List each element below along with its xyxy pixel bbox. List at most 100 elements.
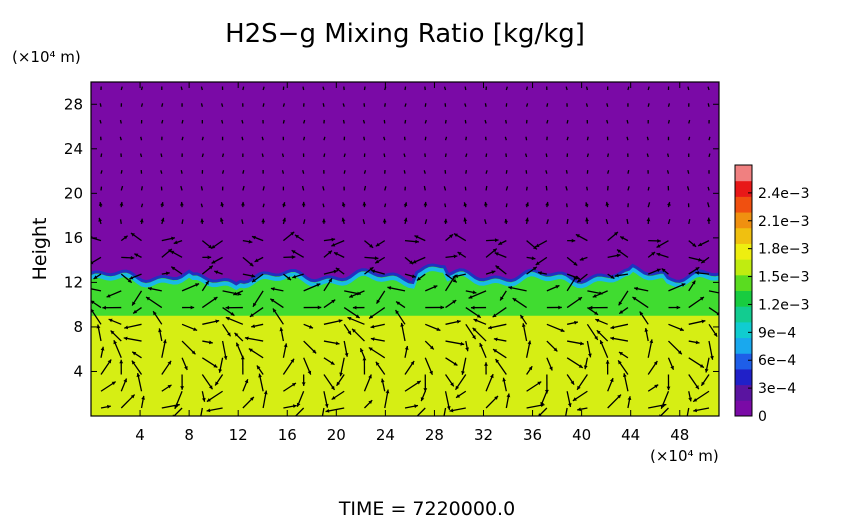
velocity-vector-head bbox=[171, 236, 175, 241]
velocity-vector-head bbox=[415, 239, 419, 244]
velocity-vector-head bbox=[213, 363, 218, 368]
velocity-vector-head bbox=[106, 293, 111, 298]
velocity-vector-head bbox=[341, 217, 346, 222]
velocity-vector bbox=[708, 136, 711, 141]
velocity-vector-head bbox=[453, 233, 458, 238]
velocity-vector bbox=[545, 185, 548, 191]
velocity-vector bbox=[525, 186, 528, 191]
velocity-vector-head bbox=[215, 381, 219, 386]
velocity-vector bbox=[100, 153, 103, 158]
velocity-vector-head bbox=[225, 305, 230, 310]
velocity-vector-head bbox=[476, 314, 481, 318]
velocity-vector-head bbox=[335, 267, 340, 272]
velocity-vector bbox=[605, 219, 609, 225]
velocity-vector bbox=[120, 86, 123, 91]
velocity-vector-head bbox=[695, 267, 700, 271]
velocity-vector-head bbox=[347, 330, 352, 335]
velocity-vector bbox=[586, 153, 589, 158]
velocity-vector-head bbox=[472, 290, 477, 295]
velocity-vector-head bbox=[443, 218, 448, 223]
velocity-vector-head bbox=[699, 364, 704, 368]
velocity-vector-head bbox=[290, 231, 295, 236]
velocity-vector bbox=[505, 186, 509, 191]
velocity-vector-head bbox=[208, 244, 213, 249]
velocity-vector-head bbox=[205, 280, 209, 285]
velocity-vector-head bbox=[291, 417, 295, 421]
velocity-vector-head bbox=[535, 261, 540, 265]
velocity-vector bbox=[566, 119, 569, 124]
velocity-vector-head bbox=[208, 385, 213, 390]
velocity-vector bbox=[119, 119, 122, 124]
velocity-vector-head bbox=[160, 217, 165, 222]
velocity-vector-head bbox=[595, 318, 600, 323]
velocity-vector bbox=[647, 86, 650, 91]
velocity-vector-head bbox=[449, 234, 454, 239]
velocity-vector bbox=[140, 136, 143, 141]
velocity-vector-head bbox=[146, 297, 151, 301]
velocity-vector bbox=[180, 170, 183, 174]
colorbar-segment bbox=[735, 243, 752, 260]
velocity-vector bbox=[200, 103, 203, 107]
colorbar-segment bbox=[735, 274, 752, 291]
velocity-vector-head bbox=[545, 389, 549, 394]
velocity-vector bbox=[363, 136, 366, 141]
velocity-vector-head bbox=[368, 347, 373, 352]
velocity-vector-head bbox=[656, 268, 661, 273]
velocity-vector-head bbox=[656, 244, 661, 248]
velocity-vector bbox=[363, 86, 366, 91]
velocity-vector-head bbox=[453, 361, 458, 366]
velocity-vector-head bbox=[457, 252, 462, 256]
velocity-vector bbox=[667, 218, 671, 225]
velocity-vector bbox=[161, 103, 164, 107]
x-tick-label: 8 bbox=[184, 426, 194, 444]
colorbar-frame bbox=[734, 164, 753, 417]
velocity-vector-head bbox=[605, 360, 610, 364]
velocity-vector-head bbox=[692, 243, 697, 247]
velocity-vector-head bbox=[290, 358, 295, 363]
velocity-vector-head bbox=[404, 346, 409, 350]
velocity-vector-head bbox=[493, 337, 498, 342]
velocity-vector-head bbox=[423, 201, 428, 206]
velocity-vector-head bbox=[549, 366, 553, 371]
velocity-vector-head bbox=[270, 298, 275, 303]
velocity-vector-head bbox=[580, 341, 584, 346]
velocity-vector bbox=[139, 153, 143, 158]
velocity-vector-head bbox=[312, 349, 317, 354]
velocity-vector bbox=[607, 153, 610, 158]
velocity-vector-head bbox=[494, 252, 499, 256]
colorbar-segment bbox=[735, 259, 752, 276]
velocity-vector-head bbox=[119, 359, 124, 364]
velocity-vector bbox=[301, 185, 305, 191]
velocity-vector-head bbox=[588, 305, 593, 310]
velocity-vector bbox=[241, 119, 244, 124]
velocity-vector bbox=[505, 203, 508, 208]
velocity-vector-head bbox=[491, 270, 496, 274]
velocity-vector bbox=[708, 153, 711, 158]
velocity-vector-head bbox=[654, 384, 659, 389]
velocity-vector-head bbox=[291, 250, 296, 254]
velocity-vector bbox=[384, 203, 387, 208]
velocity-vector-head bbox=[494, 238, 499, 243]
velocity-vector-head bbox=[294, 234, 299, 239]
velocity-vector-head bbox=[236, 342, 240, 347]
velocity-vector-head bbox=[670, 365, 674, 370]
velocity-vector-head bbox=[483, 201, 488, 206]
velocity-vector-head bbox=[440, 305, 445, 310]
velocity-vector-head bbox=[250, 396, 254, 401]
velocity-vector bbox=[505, 86, 508, 91]
velocity-vector-head bbox=[583, 365, 588, 370]
velocity-vector-head bbox=[577, 385, 581, 390]
velocity-vector-head bbox=[322, 218, 326, 223]
velocity-vector-head bbox=[617, 394, 622, 399]
velocity-vector bbox=[565, 186, 568, 191]
velocity-vector bbox=[120, 185, 124, 191]
velocity-vector-head bbox=[130, 232, 135, 237]
velocity-vector-head bbox=[130, 394, 135, 399]
velocity-vector-head bbox=[153, 311, 157, 316]
velocity-vector-head bbox=[282, 217, 286, 222]
velocity-vector-head bbox=[698, 242, 703, 247]
velocity-vector-head bbox=[575, 275, 580, 280]
velocity-vector bbox=[323, 136, 326, 141]
colorbar-segment bbox=[735, 321, 752, 339]
velocity-vector-head bbox=[173, 240, 178, 245]
